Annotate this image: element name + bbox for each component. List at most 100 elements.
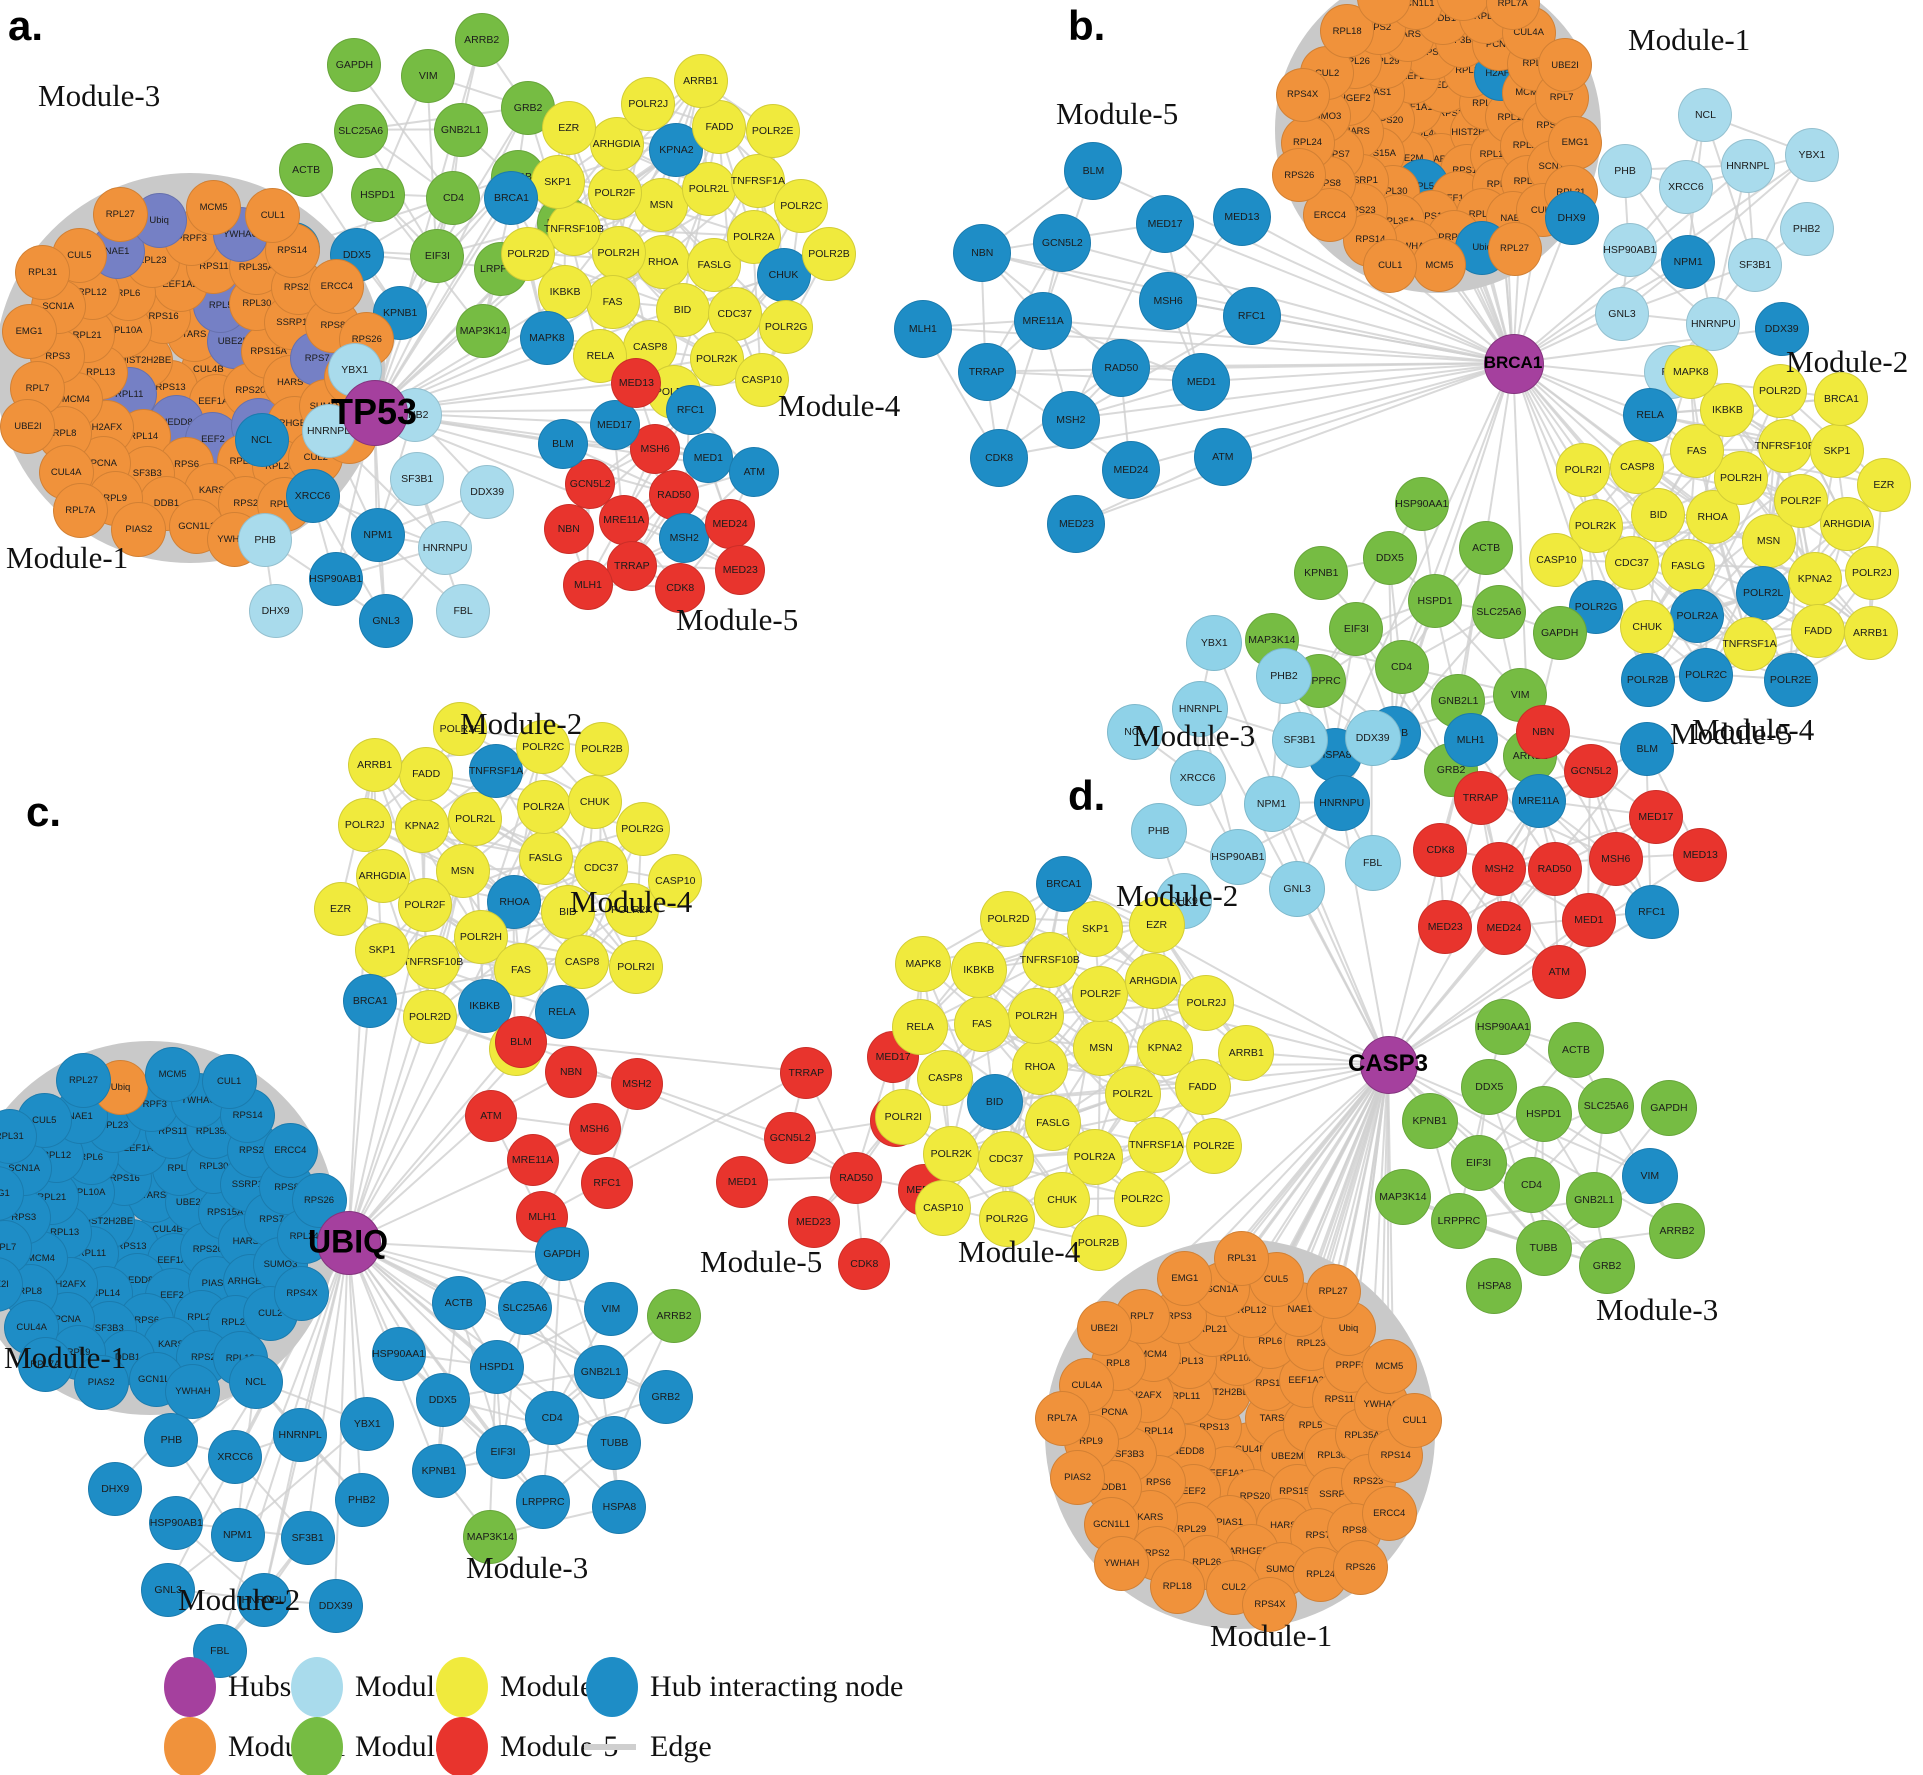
node-XRCC6[interactable]: XRCC6 [285, 469, 340, 524]
node-CASP8[interactable]: CASP8 [1610, 440, 1665, 495]
node-RPS4X[interactable]: RPS4X [1242, 1576, 1298, 1632]
node-ATM[interactable]: ATM [729, 447, 780, 498]
node-CD4[interactable]: CD4 [1374, 640, 1429, 695]
node-FADD[interactable]: FADD [692, 100, 747, 155]
node-POLR2G[interactable]: POLR2G [615, 802, 670, 857]
node-PIAS2[interactable]: PIAS2 [73, 1355, 129, 1411]
node-POLR2K[interactable]: POLR2K [604, 882, 659, 937]
node-RHOA[interactable]: RHOA [1011, 1038, 1068, 1095]
node-MAP3K14[interactable]: MAP3K14 [1374, 1168, 1431, 1225]
node-MSN[interactable]: MSN [634, 178, 689, 233]
node-MRE11A[interactable]: MRE11A [1511, 774, 1566, 829]
node-CASP8[interactable]: CASP8 [555, 934, 610, 989]
node-POLR2J[interactable]: POLR2J [1844, 545, 1899, 600]
node-CUL1[interactable]: CUL1 [1363, 238, 1418, 293]
node-FADD[interactable]: FADD [399, 747, 454, 802]
node-BRCA1[interactable]: BRCA1 [1814, 372, 1869, 427]
node-CDK8[interactable]: CDK8 [838, 1237, 891, 1290]
node-CUL1[interactable]: CUL1 [245, 187, 301, 243]
node-POLR2E[interactable]: POLR2E [1185, 1117, 1242, 1174]
node-NBN[interactable]: NBN [543, 503, 594, 554]
node-BRCA1[interactable]: BRCA1 [343, 973, 398, 1028]
node-ARRB1[interactable]: ARRB1 [347, 738, 402, 793]
node-PHB2[interactable]: PHB2 [334, 1473, 389, 1528]
node-MSH2[interactable]: MSH2 [610, 1057, 663, 1110]
node-MED23[interactable]: MED23 [1047, 495, 1106, 554]
node-SKP1[interactable]: SKP1 [530, 154, 585, 209]
node-EZR[interactable]: EZR [313, 882, 368, 937]
node-PIAS2[interactable]: PIAS2 [1050, 1450, 1106, 1506]
node-HNRNPL[interactable]: HNRNPL [1720, 139, 1775, 194]
hub-node-ubiq[interactable] [317, 1211, 381, 1275]
node-MED1[interactable]: MED1 [1561, 893, 1616, 948]
node-FBL[interactable]: FBL [436, 583, 491, 638]
node-POLR2G[interactable]: POLR2G [979, 1190, 1035, 1247]
node-POLR2L[interactable]: POLR2L [1736, 566, 1791, 621]
node-DDX39[interactable]: DDX39 [460, 465, 515, 520]
node-DDX39[interactable]: DDX39 [1344, 710, 1401, 767]
node-GCN5L2[interactable]: GCN5L2 [1033, 214, 1092, 273]
node-MAPK8[interactable]: MAPK8 [895, 936, 952, 993]
node-DHX9[interactable]: DHX9 [88, 1461, 143, 1516]
node-TRRAP[interactable]: TRRAP [780, 1046, 833, 1099]
node-NBN[interactable]: NBN [545, 1045, 598, 1098]
node-ARRB2[interactable]: ARRB2 [647, 1289, 702, 1344]
node-PHB[interactable]: PHB [238, 512, 293, 567]
node-MED24[interactable]: MED24 [705, 498, 756, 549]
node-GCN5L2[interactable]: GCN5L2 [1564, 743, 1619, 798]
node-IKBKB[interactable]: IKBKB [538, 264, 593, 319]
node-POLR2F[interactable]: POLR2F [1072, 965, 1129, 1022]
node-MRE11A[interactable]: MRE11A [1014, 291, 1073, 350]
node-ACTB[interactable]: ACTB [431, 1275, 486, 1330]
node-MED17[interactable]: MED17 [589, 399, 640, 450]
node-HSPD1[interactable]: HSPD1 [1408, 574, 1463, 629]
node-POLR2E[interactable]: POLR2E [745, 104, 800, 159]
node-HNRNPL[interactable]: HNRNPL [273, 1407, 328, 1462]
node-POLR2E[interactable]: POLR2E [1763, 653, 1818, 708]
node-GNB2L1[interactable]: GNB2L1 [1566, 1172, 1623, 1229]
node-HSPD1[interactable]: HSPD1 [1515, 1085, 1572, 1142]
node-HSP90AA1[interactable]: HSP90AA1 [371, 1326, 426, 1381]
node-MED1[interactable]: MED1 [1172, 353, 1231, 412]
node-MLH1[interactable]: MLH1 [893, 299, 952, 358]
node-MAP3K14[interactable]: MAP3K14 [456, 303, 511, 358]
node-TNFRSF10B[interactable]: TNFRSF10B [403, 935, 463, 990]
node-RPL31[interactable]: RPL31 [1214, 1230, 1270, 1286]
node-TNFRSF1A[interactable]: TNFRSF1A [1128, 1116, 1185, 1173]
node-KPNA2[interactable]: KPNA2 [649, 123, 704, 178]
node-MCM5[interactable]: MCM5 [186, 179, 242, 235]
node-GNB2L1[interactable]: GNB2L1 [434, 103, 489, 158]
node-DDX5[interactable]: DDX5 [1362, 531, 1417, 586]
node-GAPDH[interactable]: GAPDH [534, 1227, 589, 1282]
node-SLC25A6[interactable]: SLC25A6 [333, 103, 388, 158]
node-MRE11A[interactable]: MRE11A [506, 1133, 559, 1186]
node-VIM[interactable]: VIM [583, 1282, 638, 1337]
node-MSH2[interactable]: MSH2 [1041, 390, 1100, 449]
node-MLH1[interactable]: MLH1 [562, 559, 613, 610]
node-POLR2A[interactable]: POLR2A [1670, 588, 1725, 643]
node-MSN[interactable]: MSN [1073, 1019, 1130, 1076]
node-NCL[interactable]: NCL [234, 412, 289, 467]
node-EMG1[interactable]: EMG1 [1548, 115, 1603, 170]
node-RPS26[interactable]: RPS26 [291, 1173, 347, 1229]
node-POLR2F[interactable]: POLR2F [1773, 474, 1828, 529]
node-BLM[interactable]: BLM [494, 1016, 547, 1069]
node-LRPPRC[interactable]: LRPPRC [1430, 1193, 1487, 1250]
node-POLR2D[interactable]: POLR2D [403, 990, 457, 1045]
node-TNFRSF10B[interactable]: TNFRSF10B [1020, 932, 1080, 989]
node-EZR[interactable]: EZR [541, 100, 596, 155]
node-POLR2G[interactable]: POLR2G [759, 300, 814, 355]
node-POLR2B[interactable]: POLR2B [574, 722, 629, 777]
node-CASP10[interactable]: CASP10 [915, 1180, 972, 1237]
node-GNL3[interactable]: GNL3 [141, 1562, 196, 1617]
node-CD4[interactable]: CD4 [525, 1390, 580, 1445]
node-YWHAH[interactable]: YWHAH [1094, 1536, 1150, 1592]
node-MED13[interactable]: MED13 [1212, 188, 1271, 247]
node-POLR2L[interactable]: POLR2L [1104, 1066, 1161, 1123]
node-CDK8[interactable]: CDK8 [970, 428, 1029, 487]
node-GRB2[interactable]: GRB2 [638, 1370, 693, 1425]
node-YBX1[interactable]: YBX1 [1186, 614, 1243, 671]
node-MAPK8[interactable]: MAPK8 [519, 311, 574, 366]
node-ARRB1[interactable]: ARRB1 [1218, 1025, 1275, 1082]
node-POLR2A[interactable]: POLR2A [516, 779, 571, 834]
